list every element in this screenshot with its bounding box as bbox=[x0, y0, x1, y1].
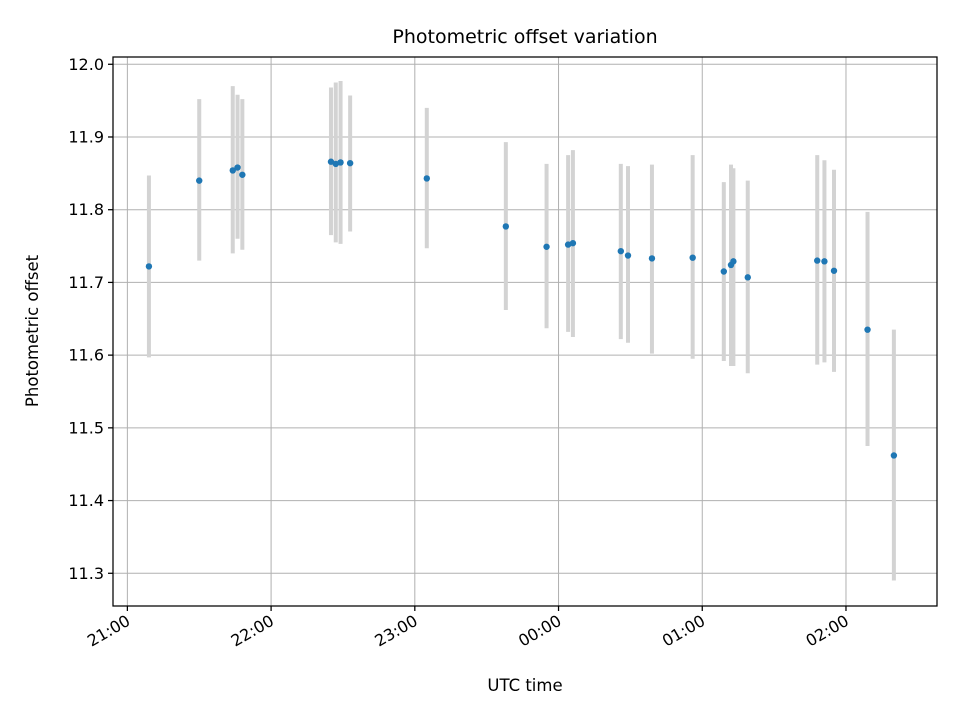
data-point bbox=[720, 268, 728, 275]
data-point bbox=[346, 159, 354, 167]
data-point bbox=[196, 177, 203, 184]
y-axis-title: Photometric offset bbox=[23, 254, 42, 407]
y-tick-label: 11.3 bbox=[68, 564, 104, 583]
data-point bbox=[337, 159, 344, 166]
data-point bbox=[617, 247, 625, 255]
x-tick-label: 22:00 bbox=[228, 611, 277, 651]
data-point bbox=[814, 257, 821, 264]
x-axis-title: UTC time bbox=[487, 676, 562, 695]
y-tick-label: 11.7 bbox=[68, 273, 104, 292]
error-bars bbox=[146, 80, 896, 581]
data-point bbox=[890, 452, 898, 459]
x-tick-label: 21:00 bbox=[84, 611, 133, 651]
data-point bbox=[821, 258, 828, 265]
data-point bbox=[229, 167, 236, 174]
data-point bbox=[327, 158, 335, 165]
data-point bbox=[624, 252, 632, 259]
data-point bbox=[234, 164, 241, 171]
chart-title: Photometric offset variation bbox=[392, 26, 657, 48]
y-tick-label: 11.9 bbox=[68, 127, 104, 146]
data-point bbox=[648, 255, 656, 262]
y-tick-label: 11.4 bbox=[68, 491, 104, 510]
data-point bbox=[423, 175, 430, 182]
x-tick-label: 01:00 bbox=[659, 611, 708, 651]
y-tick-label: 12.0 bbox=[68, 55, 104, 74]
data-point bbox=[239, 171, 246, 178]
plot-area bbox=[112, 56, 938, 607]
y-tick-label: 11.5 bbox=[68, 418, 104, 437]
data-point bbox=[145, 263, 153, 270]
data-point bbox=[569, 239, 577, 247]
grid bbox=[113, 57, 937, 606]
x-tick-label: 02:00 bbox=[803, 611, 852, 651]
x-tick-label: 23:00 bbox=[371, 611, 420, 651]
data-points bbox=[145, 158, 898, 459]
y-tick-label: 11.6 bbox=[68, 346, 104, 365]
data-point bbox=[830, 267, 838, 274]
data-point bbox=[502, 223, 510, 230]
data-point bbox=[543, 243, 550, 250]
data-point bbox=[730, 258, 737, 265]
data-point bbox=[689, 254, 696, 261]
x-tick-label: 00:00 bbox=[515, 611, 564, 651]
data-point bbox=[744, 274, 751, 281]
y-tick-label: 11.8 bbox=[68, 200, 104, 219]
data-point bbox=[864, 326, 871, 333]
